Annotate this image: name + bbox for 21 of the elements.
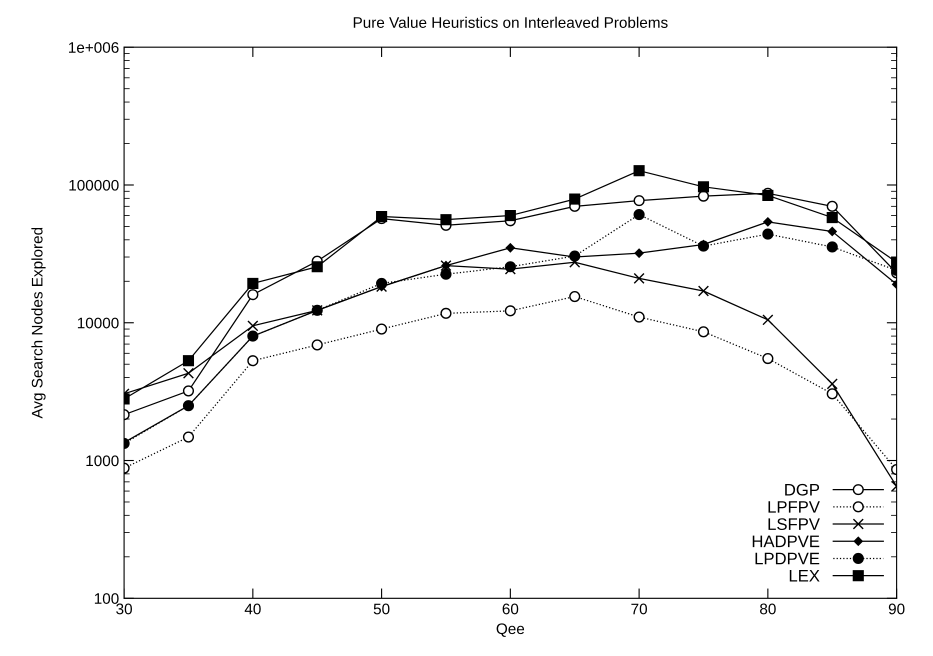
legend-label: LPDPVE	[756, 552, 820, 564]
legend-label: LPFPV	[768, 501, 820, 513]
x-tick-label: 70	[631, 604, 648, 614]
x-axis-title: Qee	[496, 623, 524, 637]
legend-label: LEX	[790, 570, 820, 582]
x-tick-label: 30	[116, 604, 132, 614]
y-tick-label: 1000	[86, 455, 119, 466]
legend-label: DGP	[785, 484, 820, 496]
y-axis-title: Avg Search Nodes Explored	[31, 228, 46, 419]
legend-label: HADPVE	[752, 536, 820, 548]
chart-title: Pure Value Heuristics on Interleaved Problems	[354, 16, 668, 28]
y-tick-label: 1e+006	[68, 42, 119, 53]
legend-label: LSFPV	[768, 518, 820, 530]
x-tick-label: 90	[888, 604, 905, 614]
x-tick-label: 60	[502, 604, 518, 614]
y-tick-label: 100	[94, 593, 119, 604]
x-tick-label: 80	[760, 604, 776, 614]
x-tick-label: 50	[374, 604, 390, 614]
y-tick-label: 10000	[78, 318, 119, 328]
y-tick-label: 100000	[69, 180, 119, 191]
x-tick-label: 40	[244, 604, 261, 614]
